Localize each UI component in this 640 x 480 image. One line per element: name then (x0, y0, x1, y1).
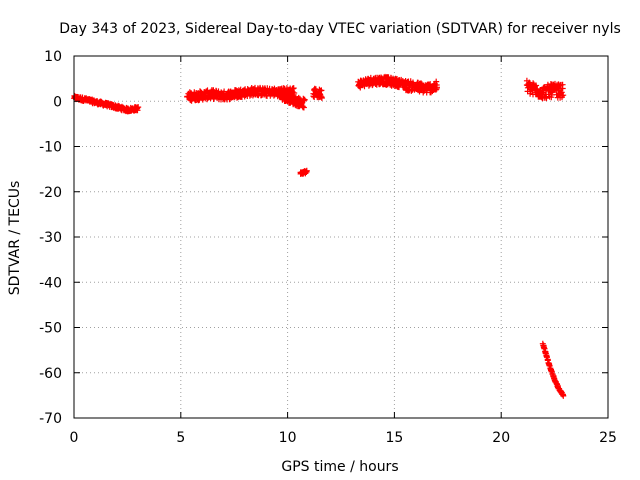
data-segment (402, 78, 440, 96)
y-tick-label: -20 (39, 185, 62, 201)
y-tick-label: -30 (39, 230, 62, 246)
data-points (71, 73, 567, 399)
x-tick-label: 0 (70, 430, 79, 446)
axis-ticks (73, 55, 609, 419)
data-segment (539, 340, 567, 399)
y-tick-label: -60 (39, 366, 62, 382)
data-segment (523, 77, 567, 102)
chart-title: Day 343 of 2023, Sidereal Day-to-day VTE… (59, 21, 621, 37)
y-tick-label: 10 (44, 49, 62, 65)
data-segment (276, 88, 308, 111)
y-tick-label: -70 (39, 411, 62, 427)
data-segment (184, 86, 244, 104)
x-axis-label: GPS time / hours (281, 459, 398, 475)
x-tick-label: 5 (176, 430, 185, 446)
y-tick-label: -50 (39, 321, 62, 337)
y-axis-label: SDTVAR / TECUs (7, 181, 23, 296)
data-segment (297, 167, 310, 177)
x-tick-label: 10 (279, 430, 297, 446)
grid (74, 56, 608, 418)
x-tick-label: 15 (385, 430, 403, 446)
y-tick-label: 0 (53, 94, 62, 110)
tick-labels: 0 5 10 15 20 25 10 0 -10 -20 -30 -40 -50 -60 -70 (39, 49, 617, 446)
data-segment (355, 73, 408, 91)
x-tick-label: 25 (599, 430, 617, 446)
y-tick-label: -10 (39, 140, 62, 156)
x-tick-label: 20 (492, 430, 510, 446)
data-segment (310, 85, 325, 101)
y-tick-label: -40 (39, 275, 62, 291)
